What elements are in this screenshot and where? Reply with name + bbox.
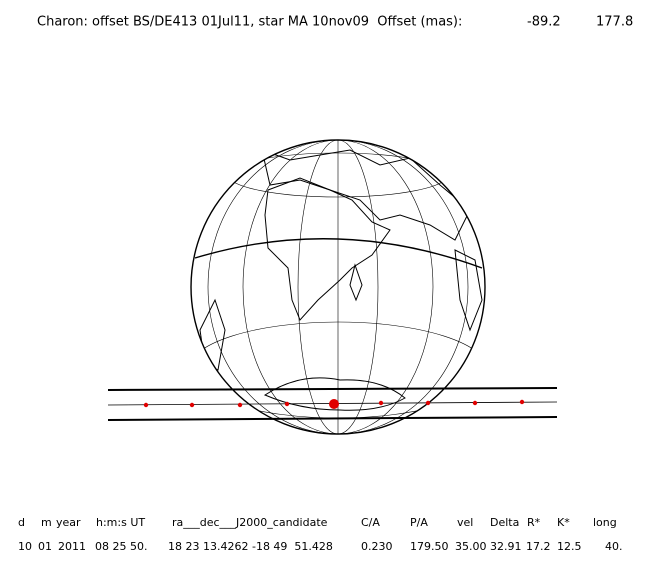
shadow-path xyxy=(107,387,558,421)
header-cell: C/A xyxy=(361,516,380,529)
value-cell: 35.00 xyxy=(455,540,487,553)
time-markers xyxy=(143,399,525,409)
table-header: d m year h:m:s UT ra___dec___J2000_candi… xyxy=(18,516,617,529)
header-cell: year xyxy=(56,516,81,529)
value-cell: 32.91 xyxy=(490,540,522,553)
header-cell: vel xyxy=(457,516,473,529)
header-cell: P/A xyxy=(410,516,428,529)
header-cell: long xyxy=(593,516,617,529)
header-cell: m xyxy=(41,516,52,529)
header-cell: K* xyxy=(557,516,570,529)
value-cell: 01 xyxy=(38,540,52,553)
table-row: 10 01 2011 08 25 50. 18 23 13.4262 -18 4… xyxy=(18,540,623,553)
equator xyxy=(194,238,483,269)
header-cell: R* xyxy=(527,516,541,529)
header-cell: Delta xyxy=(490,516,519,529)
value-cell: 179.50 xyxy=(410,540,449,553)
value-cell: 0.230 xyxy=(361,540,393,553)
header-cell: ra___dec___J2000_candidate xyxy=(172,516,328,529)
value-cell: 18 23 13.4262 -18 49 51.428 xyxy=(168,540,333,553)
value-cell: 40. xyxy=(605,540,623,553)
header-cell: h:m:s UT xyxy=(96,516,145,529)
value-cell: 08 25 50. xyxy=(95,540,147,553)
south-limit xyxy=(107,416,558,421)
header-cell: d xyxy=(18,516,25,529)
north-limit xyxy=(107,387,558,391)
value-cell: 10 xyxy=(18,540,32,553)
value-cell: 2011 xyxy=(58,540,86,553)
value-cell: 17.2 xyxy=(526,540,551,553)
title: Charon: offset BS/DE413 01Jul11, star MA… xyxy=(37,15,462,30)
value-cell: 12.5 xyxy=(557,540,582,553)
offset-ra: -89.2 xyxy=(527,15,561,30)
offset-dec: 177.8 xyxy=(596,15,633,30)
